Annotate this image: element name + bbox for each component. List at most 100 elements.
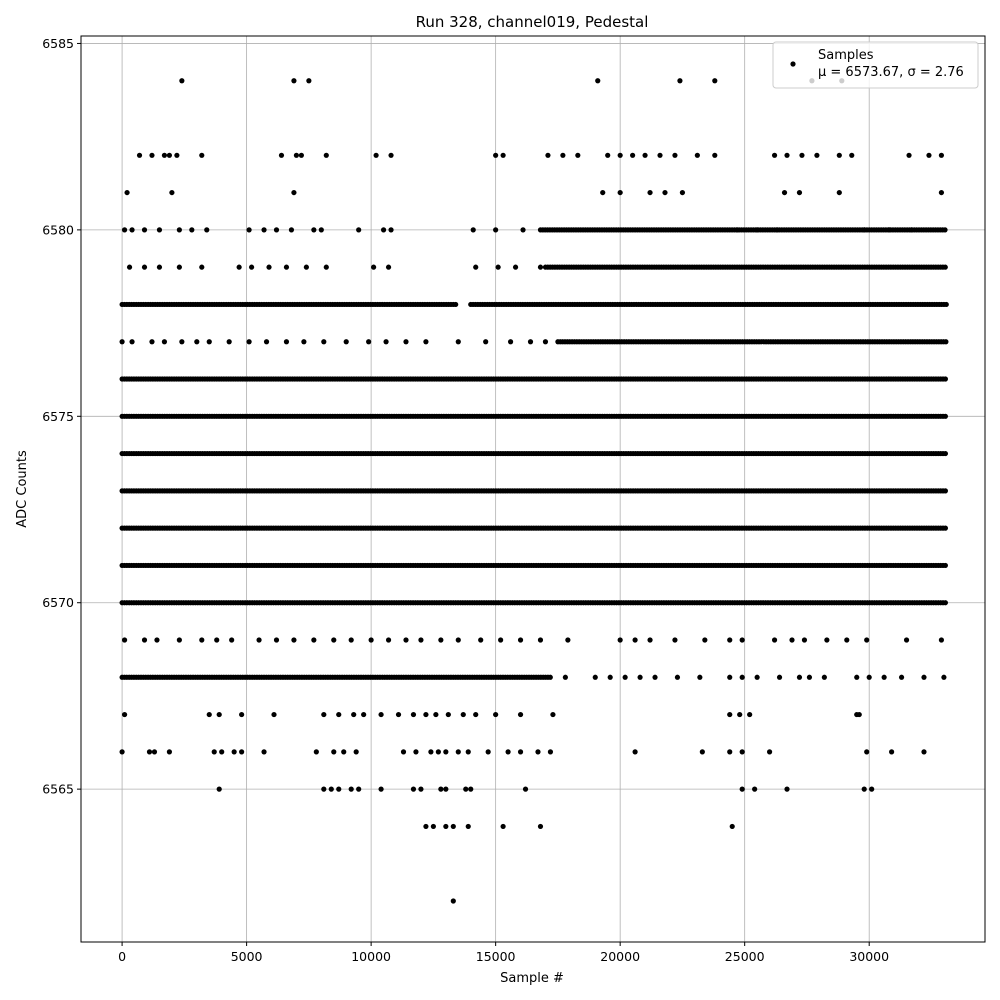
data-point	[288, 227, 295, 233]
data-point	[311, 637, 317, 643]
data-point	[861, 786, 867, 792]
data-point	[799, 152, 805, 158]
data-point	[263, 339, 270, 345]
data-point	[236, 264, 242, 270]
data-point	[657, 152, 663, 158]
data-point	[647, 637, 653, 643]
data-point	[943, 339, 949, 345]
data-point	[455, 637, 461, 643]
data-points	[119, 78, 949, 904]
data-point	[361, 711, 367, 718]
data-point	[637, 674, 643, 680]
data-point	[493, 227, 499, 233]
data-point	[311, 227, 317, 233]
data-point	[754, 674, 760, 680]
data-point	[121, 711, 128, 718]
data-point	[699, 749, 705, 755]
data-point	[776, 674, 783, 680]
data-point	[938, 189, 945, 196]
data-point	[176, 227, 182, 233]
data-point	[727, 674, 733, 680]
data-point	[784, 152, 790, 158]
data-point	[179, 339, 185, 345]
data-point	[864, 749, 870, 755]
data-point	[266, 264, 272, 270]
data-point	[336, 786, 342, 792]
data-point	[256, 637, 262, 643]
data-point	[410, 786, 417, 792]
data-point	[435, 749, 441, 755]
data-point	[443, 823, 449, 830]
data-point	[836, 152, 842, 158]
data-point	[647, 189, 653, 196]
data-point	[500, 152, 506, 158]
data-point	[522, 786, 529, 792]
data-point	[278, 152, 285, 158]
data-point	[453, 301, 459, 308]
data-point	[942, 525, 949, 531]
data-point	[378, 786, 384, 792]
data-point	[216, 786, 222, 792]
data-point	[942, 264, 948, 270]
data-point	[443, 749, 449, 755]
data-point	[702, 637, 708, 643]
data-point	[542, 339, 549, 345]
data-point	[727, 637, 733, 643]
data-point	[517, 637, 524, 643]
data-point	[493, 711, 499, 718]
legend-label: Samples	[818, 48, 874, 63]
data-point	[119, 339, 125, 345]
data-point	[273, 637, 280, 643]
data-point	[483, 339, 489, 345]
data-point	[248, 264, 255, 270]
data-point	[246, 339, 252, 345]
data-point	[214, 637, 220, 643]
data-point	[662, 189, 668, 196]
data-point	[535, 749, 541, 755]
data-point	[443, 786, 449, 792]
data-point	[303, 264, 309, 270]
data-point	[498, 637, 504, 643]
data-point	[166, 749, 173, 755]
data-point	[423, 823, 429, 830]
data-point	[124, 189, 130, 196]
data-point	[199, 152, 205, 158]
data-point	[547, 749, 554, 755]
data-point	[592, 674, 598, 680]
data-point	[403, 637, 409, 643]
data-point	[149, 152, 155, 158]
data-point	[881, 674, 887, 680]
data-point	[271, 711, 277, 718]
data-point	[495, 264, 501, 270]
data-point	[211, 749, 217, 755]
data-point	[468, 786, 474, 792]
data-point	[301, 339, 307, 345]
x-tick-label: 5000	[231, 949, 263, 964]
data-point	[600, 189, 606, 196]
data-point	[239, 749, 245, 755]
data-point	[565, 637, 571, 643]
data-point	[575, 152, 581, 158]
data-point	[774, 227, 780, 233]
data-point	[814, 152, 820, 158]
data-point	[545, 152, 551, 158]
data-point	[938, 152, 945, 158]
data-point	[465, 749, 471, 755]
data-point	[943, 301, 949, 308]
legend-stats: μ = 6573.67, σ = 2.76	[818, 65, 964, 80]
data-point	[784, 786, 790, 792]
data-point	[423, 339, 429, 345]
data-point	[199, 637, 205, 643]
x-tick-label: 0	[118, 949, 126, 964]
data-point	[388, 152, 394, 158]
data-point	[766, 749, 773, 755]
data-point	[331, 637, 337, 643]
data-point	[463, 786, 469, 792]
data-point	[455, 749, 461, 755]
data-point	[866, 674, 872, 680]
data-point	[500, 823, 506, 830]
data-point	[562, 674, 568, 680]
chart-title: Run 328, channel019, Pedestal	[416, 13, 649, 31]
data-point	[151, 749, 158, 755]
y-tick-label: 6580	[42, 222, 74, 237]
